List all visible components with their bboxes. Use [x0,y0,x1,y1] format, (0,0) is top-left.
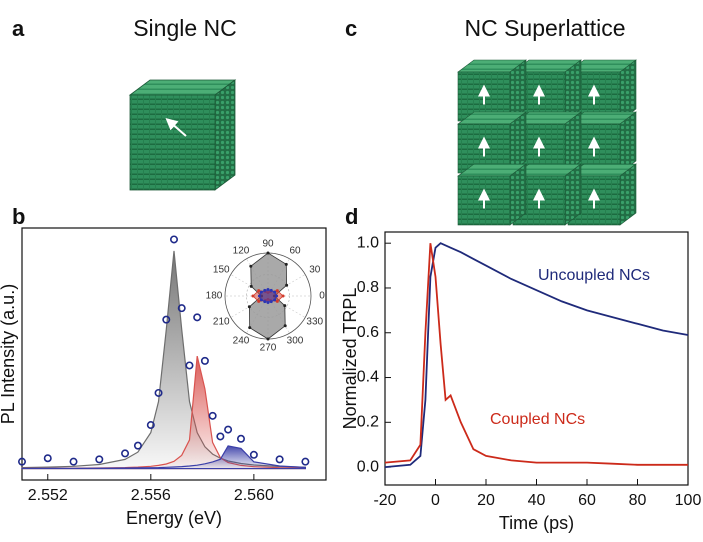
series-line [384,243,688,466]
panel-title: NC Superlattice [464,15,625,41]
data-point [236,434,245,443]
data-point [249,450,258,459]
polar-point [284,262,288,266]
panel-label: a [12,16,25,41]
data-point [216,432,225,441]
panel-title: Single NC [133,15,237,41]
polar-point [249,264,253,268]
y-tick-label: 0.4 [357,369,379,386]
polar-angle-label: 60 [289,246,301,257]
polar-point [275,299,279,303]
polar-point [259,290,263,294]
series-line [384,242,689,468]
polar-point [283,324,287,328]
polar-point [273,290,277,294]
polar-angle-label: 300 [287,336,304,347]
data-point [69,457,78,466]
data-point [133,441,142,450]
data-point [208,411,217,420]
polar-angle-label: 210 [213,317,230,328]
polar-point [269,288,273,292]
x-axis-label: Energy (eV) [126,508,222,528]
series-label: Uncoupled NCs [538,267,650,284]
data-point [185,361,194,370]
x-tick-label: -20 [373,492,396,509]
data-point [43,454,52,463]
single-nc-cube [128,79,237,191]
polar-angle-label: 120 [233,246,250,257]
polar-point [269,300,273,304]
data-point [95,455,104,464]
polar-point [281,294,285,298]
panel-label: d [345,204,358,229]
polar-angle-label: 330 [306,317,323,328]
polar-point [257,289,261,293]
polar-point [275,289,279,293]
y-axis-label: PL Intensity (a.u.) [0,284,18,424]
polar-angle-label: 30 [309,265,321,276]
data-point [170,235,179,244]
data-point [154,388,163,397]
data-point [146,421,155,430]
polar-spoke [230,274,269,297]
polar-point [257,299,261,303]
peak-area [21,445,307,470]
data-point [17,457,26,466]
polar-point [263,288,267,292]
x-tick-label: 80 [629,492,647,509]
x-tick-label: 40 [528,492,546,509]
x-axis-label: Time (ps) [499,513,574,533]
polar-point [266,288,270,292]
polar-point [275,294,279,298]
polar-point [283,304,287,308]
polar-point [259,298,263,302]
polar-point [273,298,277,302]
polar-angle-label: 90 [262,239,274,250]
polar-angle-label: 0 [319,291,325,302]
y-tick-label: 0.2 [357,414,379,431]
polar-angle-label: 270 [260,343,277,354]
polar-angle-label: 150 [213,265,230,276]
polar-point [249,284,253,288]
data-point [177,304,186,313]
data-point [275,455,284,464]
x-tick-label: 2.556 [131,487,171,504]
polar-point [263,300,267,304]
polar-spoke [267,295,306,318]
polar-point [266,251,270,255]
x-tick-label: 2.560 [234,487,274,504]
data-point [121,449,130,458]
series-label: Coupled NCs [490,411,585,428]
panel-label: b [12,204,25,229]
polar-point [257,294,261,298]
x-tick-label: 20 [477,492,495,509]
y-tick-label: 0.8 [357,279,379,296]
data-point [301,457,310,466]
plot-frame [21,227,327,481]
polar-point [251,294,255,298]
y-tick-label: 1.0 [357,234,379,251]
data-point [224,425,233,434]
data-point [162,315,171,324]
y-tick-label: 0.6 [357,324,379,341]
polar-point [285,283,289,287]
x-tick-label: 0 [431,492,440,509]
polar-point [247,305,251,309]
polar-point [248,326,252,330]
polar-point [266,337,270,341]
x-tick-label: 60 [578,492,596,509]
data-point [193,313,202,322]
polar-angle-label: 180 [206,291,223,302]
y-axis-label: Normalized TRPL [340,288,360,430]
panel-label: c [345,16,357,41]
polar-angle-label: 240 [233,336,250,347]
data-point [200,356,209,365]
y-tick-label: 0.0 [357,458,379,475]
superlattice [457,59,637,226]
polar-point [266,300,270,304]
x-tick-label: 100 [675,492,702,509]
x-tick-label: 2.552 [28,487,68,504]
